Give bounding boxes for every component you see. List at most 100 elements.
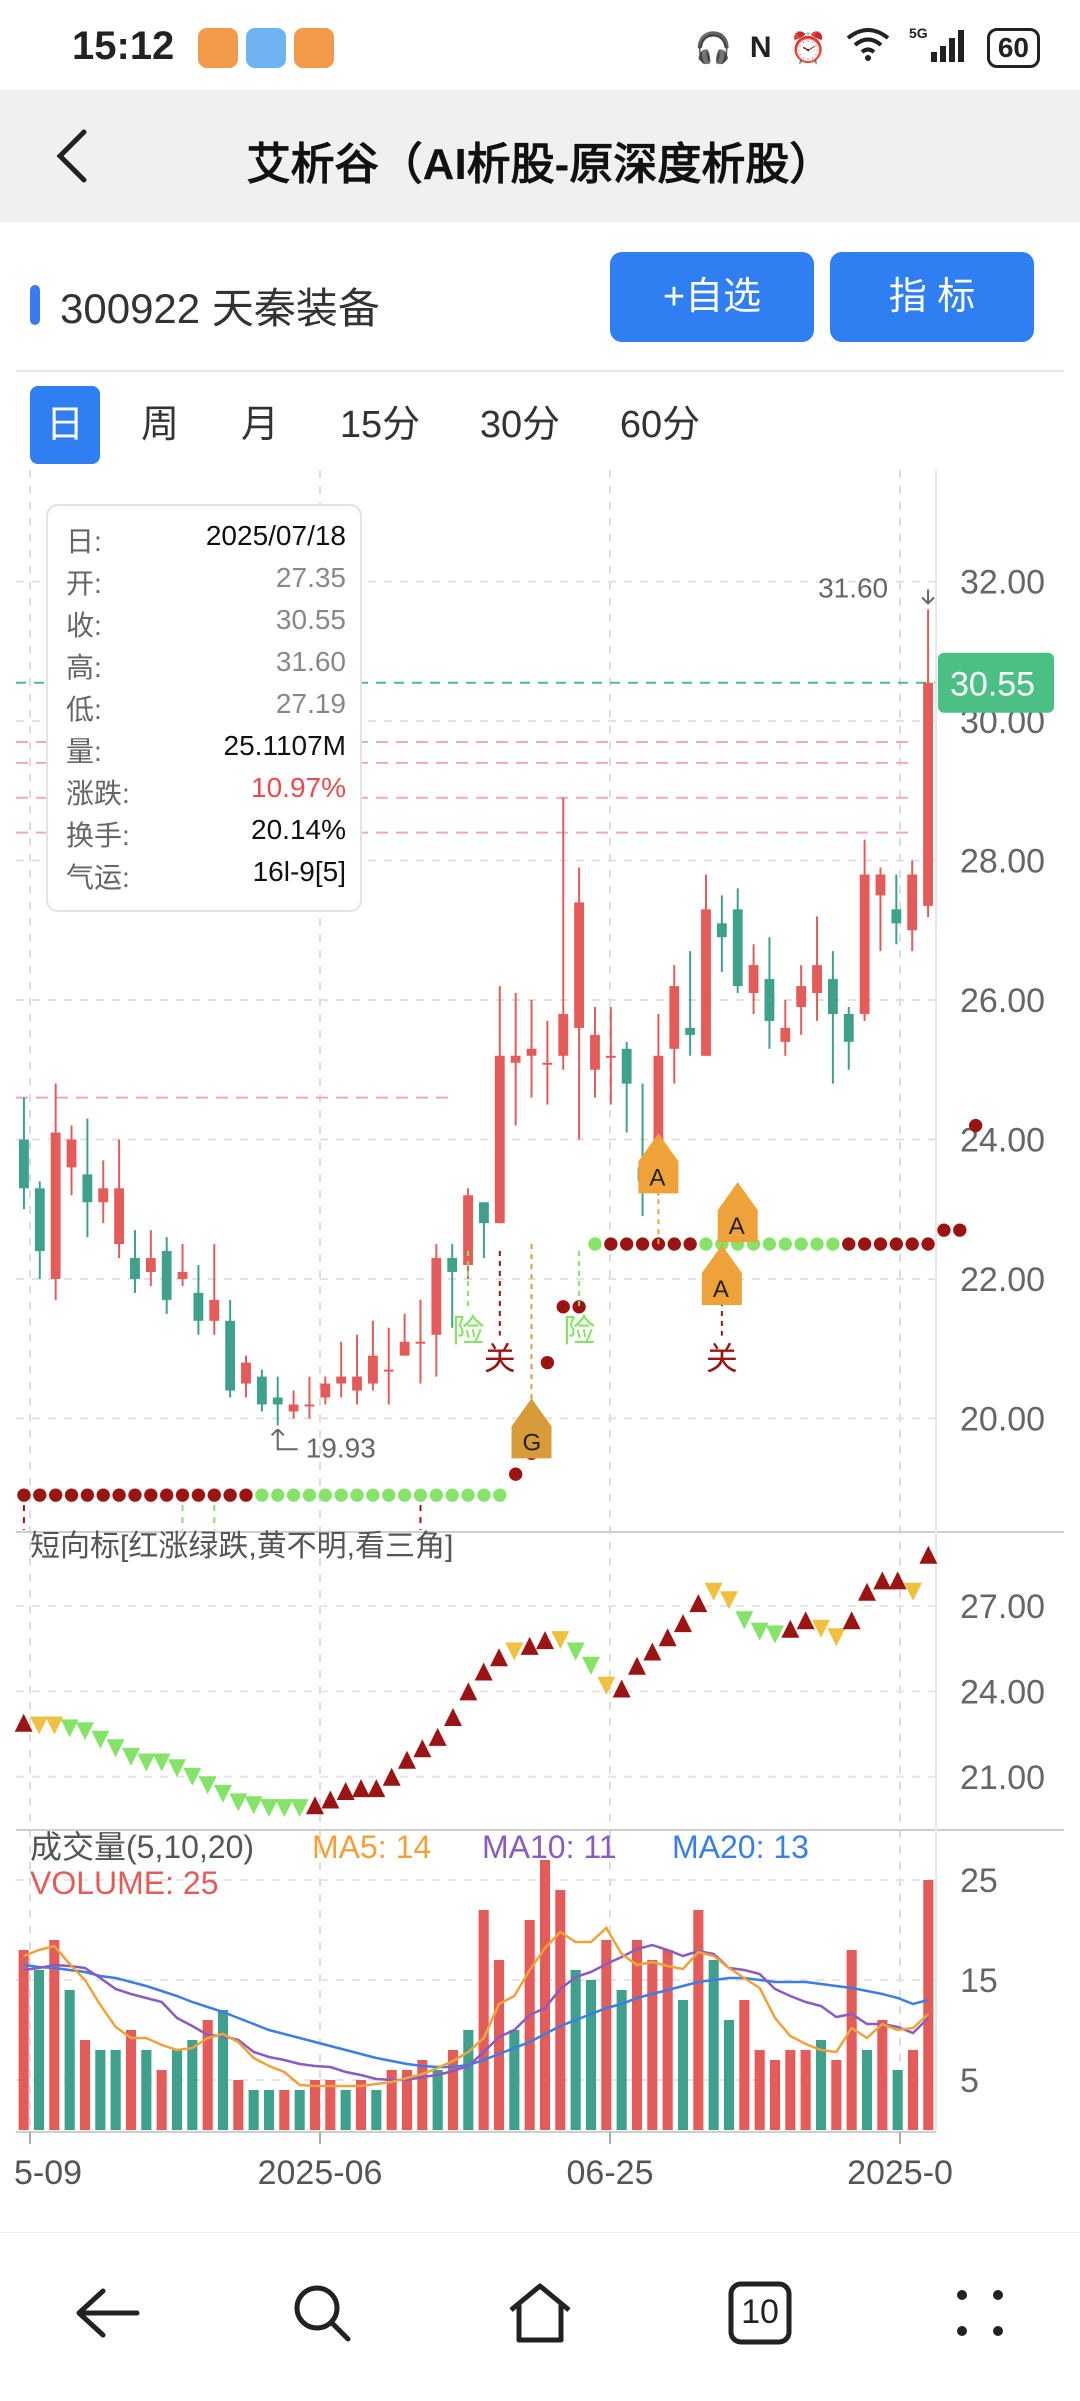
trend-triangle	[520, 1636, 539, 1655]
info-value: 31.60	[275, 646, 346, 677]
trend-triangle	[60, 1719, 79, 1738]
nav-menu-button[interactable]	[920, 2263, 1040, 2363]
info-value: 30.55	[275, 604, 346, 635]
signal-dot	[445, 1488, 459, 1502]
volume-bar	[785, 2050, 796, 2130]
signal-dot	[635, 1237, 650, 1251]
trend-triangle	[106, 1739, 125, 1758]
volume-bar	[79, 2040, 91, 2130]
tabs-count: 10	[741, 2293, 779, 2331]
ma10-label: MA10: 11	[482, 1829, 617, 1865]
x-tick-label: 06-25	[567, 2154, 654, 2192]
candle-body	[161, 1251, 172, 1300]
tab-day[interactable]: 日	[30, 386, 100, 464]
volume-bar	[110, 2050, 121, 2130]
ma5-line	[23, 1926, 930, 2088]
candle-body	[50, 1132, 61, 1279]
info-key: 日:	[66, 526, 102, 557]
info-value: 16l-9[5]	[252, 856, 346, 887]
back-button[interactable]	[34, 118, 110, 194]
volume-bar	[570, 1970, 581, 2130]
volume-bar	[616, 1990, 627, 2130]
candle-body	[748, 965, 759, 994]
candle-body	[701, 909, 711, 1056]
volume-bar	[95, 2050, 106, 2130]
signal-dot	[413, 1488, 428, 1502]
info-key: 低:	[66, 694, 102, 725]
add-watchlist-button[interactable]: +自选	[610, 252, 814, 342]
signal-dot	[873, 1237, 888, 1251]
x-tick-label: 5-09	[14, 2154, 82, 2192]
signal-dot	[64, 1488, 79, 1502]
high-price-label: 31.60	[818, 572, 888, 603]
tabs-icon	[728, 2281, 792, 2345]
trend-triangle	[428, 1727, 447, 1746]
signal-dot	[302, 1488, 317, 1502]
candle-body	[923, 682, 933, 906]
trend-triangle	[750, 1622, 769, 1641]
candle-body	[98, 1188, 109, 1203]
price-tick: 26.00	[960, 982, 1045, 1020]
low-price-label: 19.93	[306, 1432, 376, 1463]
bottom-nav: 10	[0, 2232, 1080, 2401]
trend-triangle	[321, 1790, 340, 1809]
signal-dot	[826, 1237, 840, 1251]
candle-body	[685, 1027, 696, 1035]
x-tick-label: 2025-0	[847, 2154, 953, 2192]
trend-triangle	[275, 1799, 294, 1818]
buy-signal-marker	[511, 1398, 552, 1459]
volume-bar	[325, 2080, 336, 2130]
nav-search-button[interactable]	[262, 2263, 382, 2363]
nav-back-button[interactable]	[48, 2263, 168, 2363]
candle-body	[225, 1320, 236, 1391]
volume-bar	[447, 2050, 459, 2130]
ma5-label: MA5: 14	[312, 1829, 431, 1865]
stock-chart[interactable]: 32.0030.0028.0026.0024.0022.0020.0030.55…	[0, 470, 1080, 2230]
trend-triangle	[781, 1619, 800, 1638]
candle-body	[66, 1139, 77, 1168]
trend-triangle	[398, 1750, 416, 1769]
indicator-button[interactable]: 指 标	[830, 252, 1034, 342]
volume-bar	[18, 1950, 29, 2130]
signal-dot	[461, 1488, 475, 1502]
buy-signal-label: A	[713, 1276, 729, 1303]
signal-dot	[620, 1237, 634, 1251]
buy-signal-label: A	[649, 1164, 665, 1191]
trend-triangle	[122, 1747, 140, 1766]
signal-dot	[382, 1488, 396, 1502]
candle-body	[320, 1383, 331, 1398]
candle-body	[130, 1258, 140, 1279]
nav-tabs-button[interactable]: 10	[700, 2263, 820, 2363]
nav-home-button[interactable]	[480, 2263, 600, 2363]
stock-name: 300922 天秦装备	[60, 285, 380, 332]
trend-triangle	[336, 1782, 355, 1800]
trend-triangle	[658, 1628, 677, 1647]
signal-dot	[842, 1237, 856, 1251]
candle-body	[241, 1362, 251, 1384]
volume-bar	[371, 2090, 382, 2130]
tab-month[interactable]: 月	[240, 404, 279, 446]
close-signal-label: 关	[706, 1341, 738, 1377]
info-row: 日: 2025/07/18	[66, 520, 346, 560]
candle-body	[716, 923, 727, 938]
volume-bar	[831, 2060, 842, 2130]
ma10-line	[23, 1943, 930, 2082]
risk-signal-label: 险	[563, 1313, 595, 1349]
volume-bar	[432, 2070, 443, 2130]
tab-15min[interactable]: 15分	[339, 404, 421, 446]
candle-body	[19, 1139, 29, 1189]
signal-dot	[191, 1488, 206, 1502]
candle-body	[510, 1055, 521, 1063]
candle-body	[463, 1195, 473, 1265]
candle-body	[764, 979, 775, 1021]
signal-dot	[160, 1488, 174, 1502]
buy-signal-label: A	[729, 1213, 745, 1240]
tab-60min[interactable]: 60分	[619, 404, 701, 446]
volume-bar	[187, 2040, 198, 2130]
tab-week[interactable]: 周	[140, 404, 179, 446]
buy-signal-label: G	[523, 1429, 542, 1456]
alarm-icon: ⏰	[789, 31, 827, 65]
signal-dot	[762, 1237, 777, 1251]
info-value: 27.35	[275, 562, 346, 593]
tab-30min[interactable]: 30分	[479, 404, 561, 446]
